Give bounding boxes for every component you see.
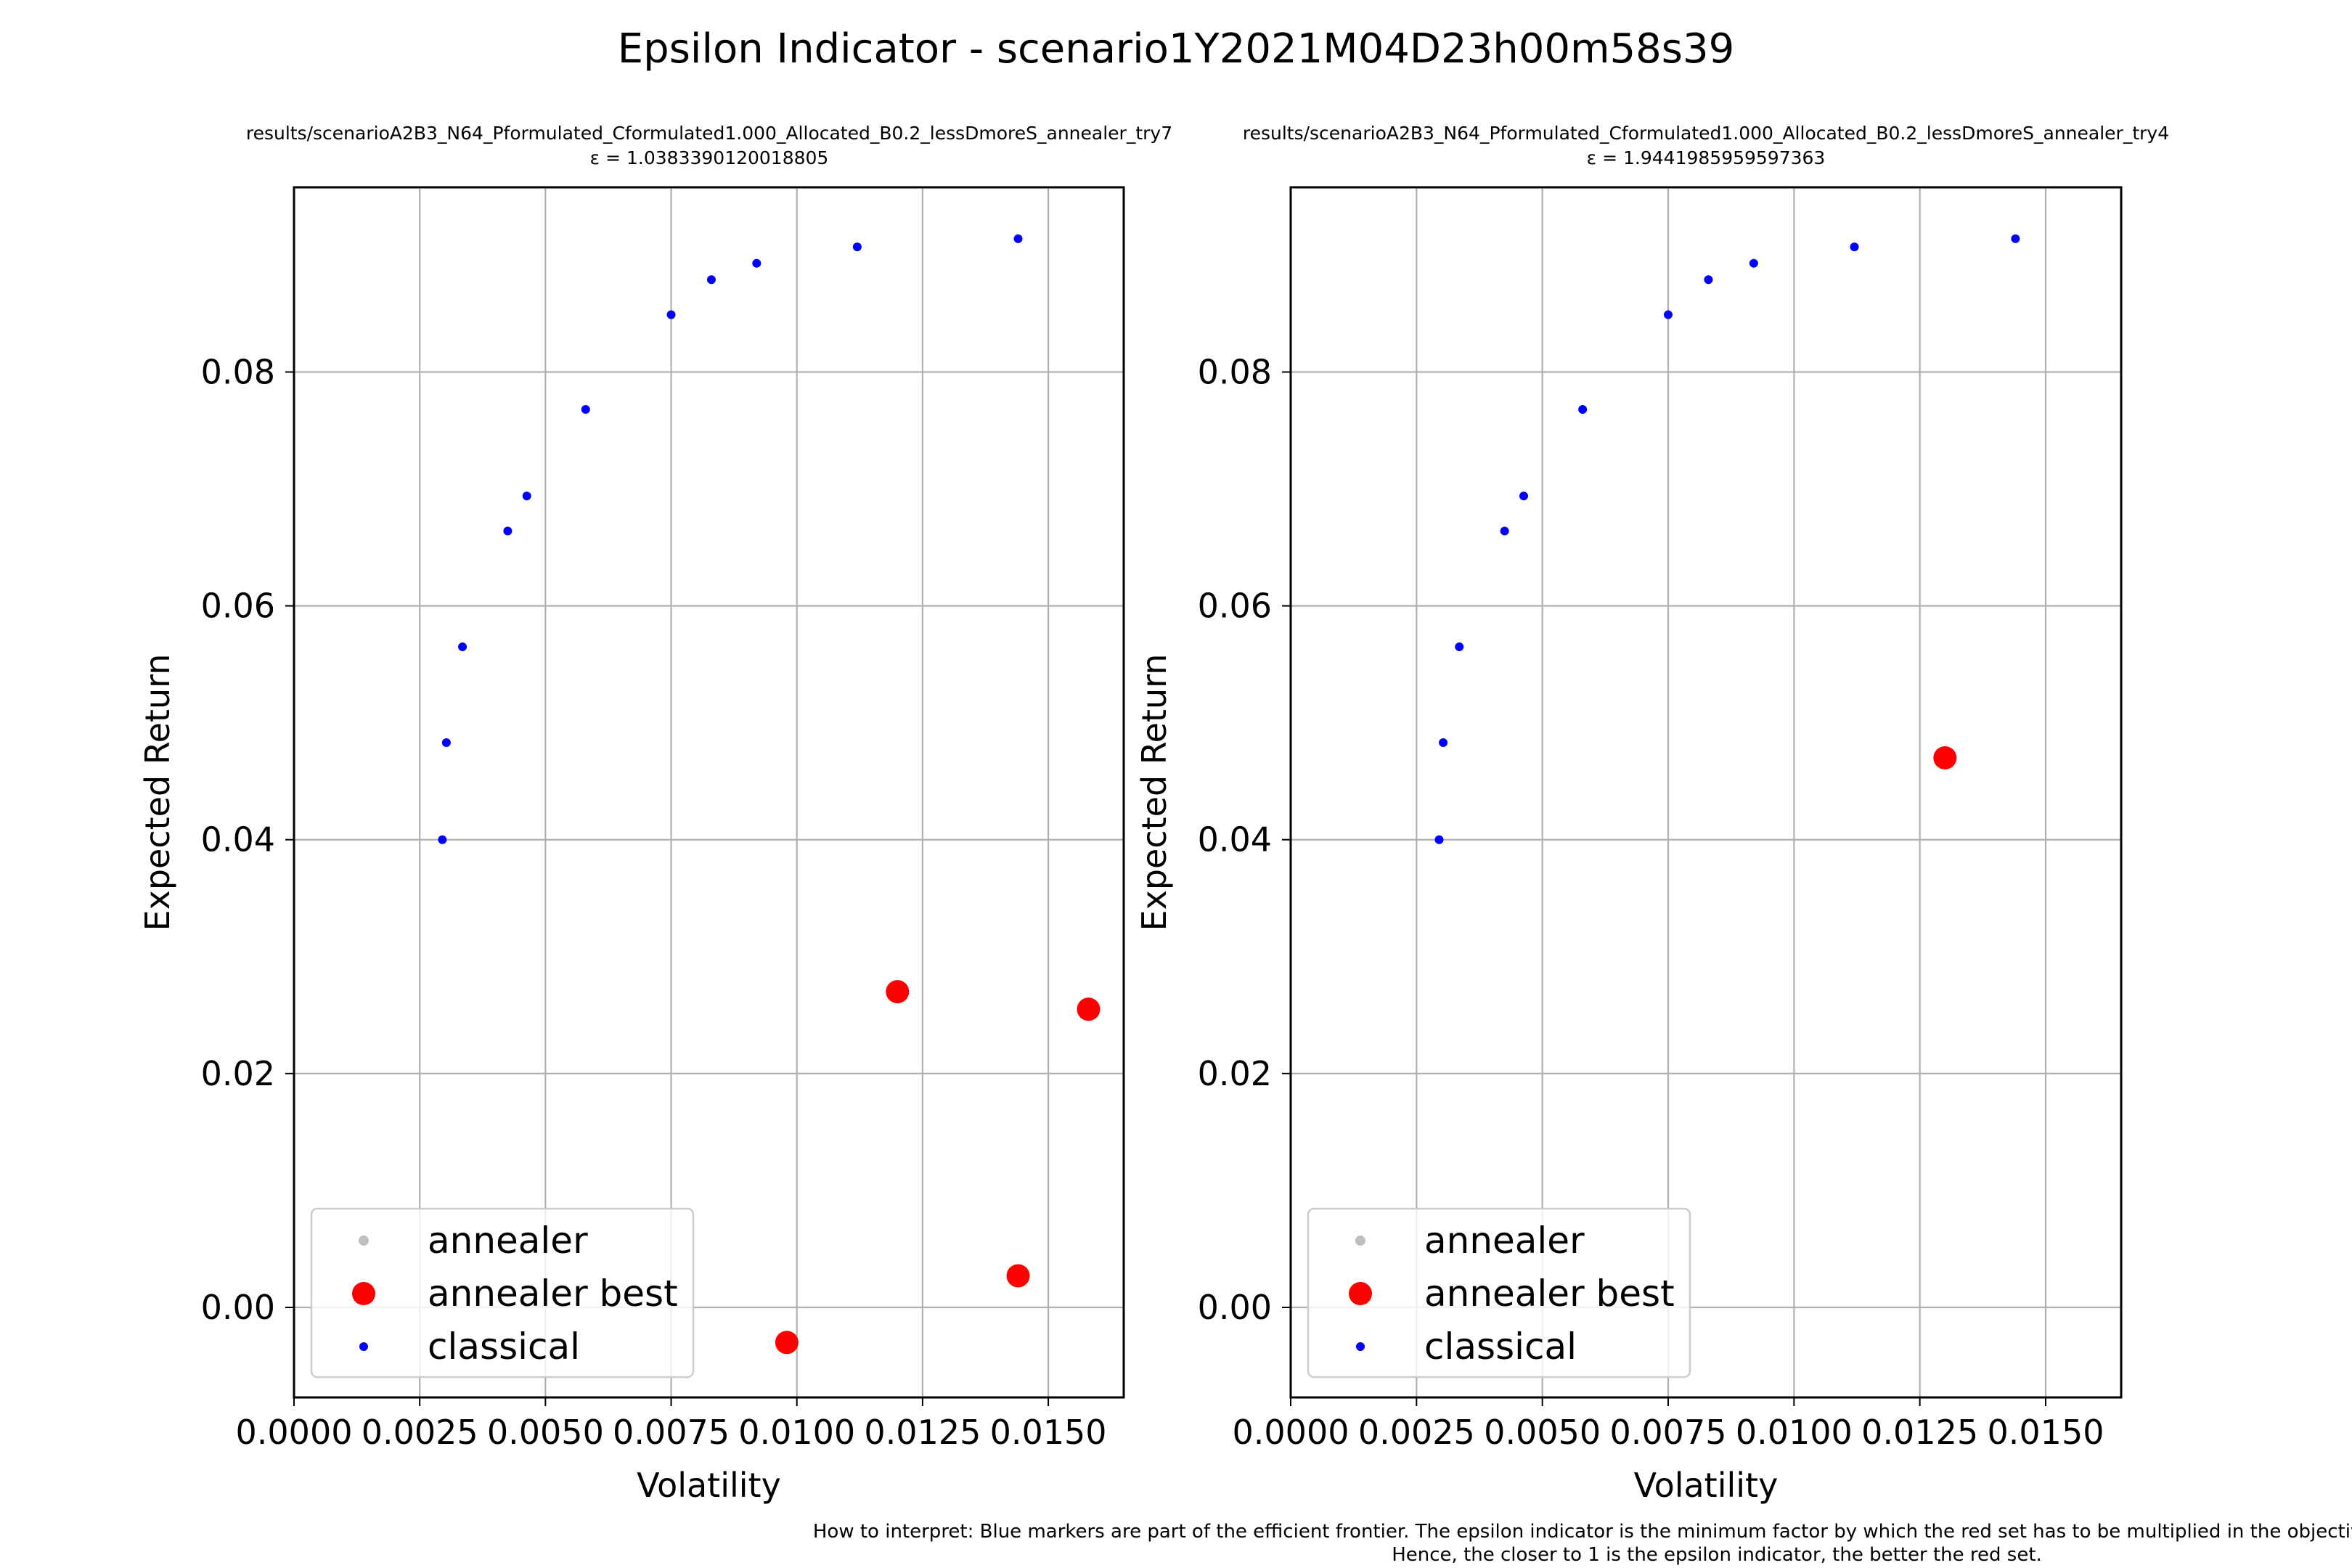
classical-point (1850, 242, 1859, 252)
legend-marker-classical (359, 1342, 368, 1351)
y-tick-label: 0.02 (201, 1054, 275, 1093)
classical-point (1519, 491, 1529, 501)
subplot-title: results/scenarioA2B3_N64_Pformulated_Cfo… (1243, 123, 2169, 144)
legend-box (310, 1207, 695, 1379)
x-tick-label: 0.0150 (1988, 1413, 2104, 1452)
y-tick-label: 0.04 (1198, 820, 1272, 859)
y-tick-label: 0.02 (1198, 1054, 1272, 1093)
x-axis-label: Volatility (637, 1466, 781, 1505)
y-tick-label: 0.00 (201, 1288, 275, 1327)
classical-point (666, 310, 676, 319)
classical-point (1013, 234, 1023, 243)
subplot-title: results/scenarioA2B3_N64_Pformulated_Cfo… (246, 123, 1172, 144)
y-tick-label: 0.08 (201, 352, 275, 391)
x-axis-label: Volatility (1634, 1466, 1779, 1505)
classical-point (441, 738, 451, 748)
subplot-try4: results/scenarioA2B3_N64_Pformulated_Cfo… (1135, 123, 2169, 1505)
legend-label: annealer best (428, 1273, 678, 1315)
classical-point (581, 405, 590, 415)
classical-point (752, 258, 761, 268)
legend-marker-annealer (359, 1236, 369, 1246)
y-tick-label: 0.06 (201, 587, 275, 626)
classical-point (1704, 275, 1713, 285)
classical-point (458, 642, 467, 651)
legend-label: classical (1424, 1326, 1577, 1368)
axes-frame (293, 186, 1125, 1399)
classical-point (706, 275, 716, 285)
y-tick-label: 0.04 (201, 820, 275, 859)
legend-marker-classical (1356, 1342, 1365, 1351)
legend-label: annealer (428, 1220, 588, 1262)
classical-point (852, 242, 862, 252)
x-tick-label: 0.0000 (236, 1413, 353, 1452)
x-tick-label: 0.0025 (362, 1413, 478, 1452)
x-tick-label: 0.0100 (1736, 1413, 1853, 1452)
x-tick-label: 0.0025 (1358, 1413, 1475, 1452)
classical-point (1500, 526, 1509, 536)
subplot-try7: results/scenarioA2B3_N64_Pformulated_Cfo… (138, 123, 1172, 1505)
classical-point (1749, 258, 1758, 268)
footnote-line-1: How to interpret: Blue markers are part … (813, 1521, 2352, 1543)
classical-point (1434, 835, 1444, 844)
legend-box (1307, 1207, 1691, 1379)
classical-point (1664, 310, 1673, 319)
classical-point (438, 835, 447, 844)
x-tick-label: 0.0000 (1233, 1413, 1349, 1452)
annealer-best-point (886, 980, 910, 1004)
x-tick-label: 0.0050 (1484, 1413, 1601, 1452)
figure-title: Epsilon Indicator - scenario1Y2021M04D23… (618, 25, 1734, 73)
axes-frame (1289, 186, 2123, 1399)
legend-label: classical (428, 1326, 580, 1368)
y-axis-label: Expected Return (138, 654, 177, 931)
legend-marker-annealer-best (352, 1282, 375, 1305)
classical-point (1455, 642, 1464, 651)
y-tick-label: 0.08 (1198, 352, 1272, 391)
subplot-epsilon: ε = 1.9441985959597363 (1587, 147, 1826, 168)
x-tick-label: 0.0150 (990, 1413, 1107, 1452)
legend-label: annealer best (1424, 1273, 1675, 1315)
x-tick-label: 0.0125 (1861, 1413, 1978, 1452)
annealer-best-point (1933, 746, 1957, 769)
x-tick-label: 0.0075 (1610, 1413, 1727, 1452)
classical-point (2011, 234, 2020, 243)
classical-point (1439, 738, 1448, 748)
subplot-epsilon: ε = 1.0383390120018805 (590, 147, 829, 168)
legend-label: annealer (1424, 1220, 1585, 1262)
legend-marker-annealer (1355, 1236, 1365, 1246)
legend-marker-annealer-best (1349, 1282, 1372, 1305)
annealer-best-point (1006, 1264, 1030, 1288)
footnote-line-2: Hence, the closer to 1 is the epsilon in… (1392, 1544, 2042, 1566)
x-tick-label: 0.0075 (613, 1413, 730, 1452)
x-tick-label: 0.0125 (864, 1413, 981, 1452)
y-tick-label: 0.06 (1198, 587, 1272, 626)
classical-point (503, 526, 513, 536)
x-tick-label: 0.0050 (487, 1413, 604, 1452)
annealer-best-point (1077, 997, 1101, 1021)
annealer-best-point (775, 1331, 799, 1355)
x-tick-label: 0.0100 (738, 1413, 855, 1452)
classical-point (1578, 405, 1588, 415)
y-axis-label: Expected Return (1135, 654, 1174, 931)
classical-point (522, 491, 531, 501)
y-tick-label: 0.00 (1198, 1288, 1272, 1327)
